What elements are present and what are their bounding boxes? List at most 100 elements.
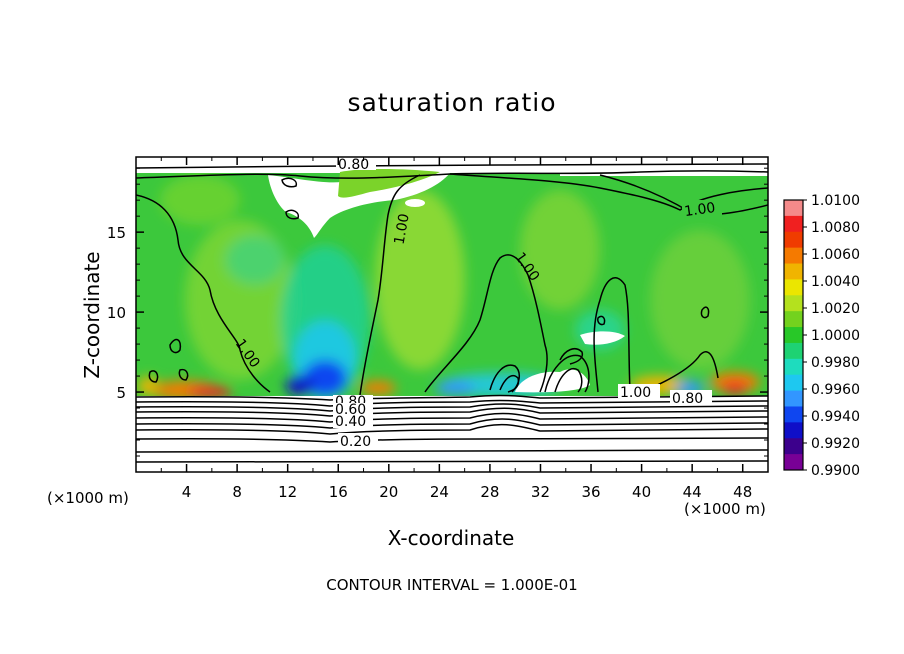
colorbar-tick-label: 1.0060 xyxy=(811,247,860,263)
x-tick-label: 32 xyxy=(531,483,550,501)
contour-label-0.40: 0.40 xyxy=(333,414,373,430)
field-patch-2 xyxy=(375,190,465,370)
colorbar-swatch xyxy=(784,279,803,296)
upper-right-strip xyxy=(560,170,768,176)
contour-small-loop-2 xyxy=(148,370,159,383)
contour-label-text: 0.80 xyxy=(338,157,369,173)
contour-storm-2 xyxy=(499,374,520,393)
lower-stable-layer xyxy=(135,394,769,472)
field-patch-4 xyxy=(650,230,750,370)
colorbar-swatch xyxy=(784,215,803,233)
heatmap-field xyxy=(136,157,768,397)
colorbar-swatch xyxy=(784,200,803,217)
contour-label-1.00-upper-right: 1.00 xyxy=(682,200,722,220)
lower-contour-9 xyxy=(135,449,769,453)
lower-contour-4 xyxy=(135,407,769,417)
colorbar-swatch xyxy=(784,438,803,455)
colorbar-swatch xyxy=(784,327,803,344)
x-axis-unit: (×1000 m) xyxy=(684,500,766,518)
contour-small-loop-3 xyxy=(178,368,189,381)
y-axis: 5 10 15 xyxy=(107,167,768,457)
contour-upper-3 xyxy=(449,173,768,211)
colorbar-tick-label: 1.0080 xyxy=(811,220,860,236)
colorbar-tick-label: 0.9960 xyxy=(811,382,860,398)
x-tick-label: 8 xyxy=(232,483,242,501)
contour-label-0.80-bottom-right: 0.80 xyxy=(670,390,712,407)
white-region-storm xyxy=(515,369,590,393)
contour-label-1.00-bottom-right: 1.00 xyxy=(618,384,660,401)
contour-1.00-right-a xyxy=(424,254,548,393)
contour-label-0.20: 0.20 xyxy=(338,433,378,450)
colorbar-swatch xyxy=(784,311,803,328)
lower-background xyxy=(136,396,768,472)
contour-storm-4 xyxy=(554,368,583,393)
contour-label-1.00-center: 1.00 xyxy=(392,212,413,245)
field-patch-14 xyxy=(188,386,232,397)
colorbar-tick-label: 1.0020 xyxy=(811,301,860,317)
field-patch-10 xyxy=(286,375,314,395)
y-axis-label: Z-coordinate xyxy=(80,251,104,379)
lower-contour-6 xyxy=(135,418,769,429)
field-patch-9 xyxy=(303,360,347,396)
colorbar-swatch xyxy=(784,263,803,280)
white-region-small xyxy=(405,199,425,207)
colorbar-tick-label: 1.0040 xyxy=(811,274,860,290)
contour-label-text: 0.80 xyxy=(672,391,703,407)
contour-label-text: 0.40 xyxy=(335,414,366,430)
x-tick-label: 36 xyxy=(581,483,600,501)
contour-interval-note: CONTOUR INTERVAL = 1.000E-01 xyxy=(326,576,578,594)
x-tick-label: 44 xyxy=(683,483,702,501)
field-patch-7 xyxy=(225,235,285,285)
colorbar-swatch xyxy=(784,342,803,360)
lower-contour-2 xyxy=(135,399,769,407)
y-axis-unit: (×1000 m) xyxy=(47,489,129,507)
lower-contour-10 xyxy=(135,460,769,463)
plot-frame xyxy=(135,156,769,473)
colorbar-tick-label: 1.0000 xyxy=(811,328,860,344)
colorbar-swatch xyxy=(784,358,803,376)
contour-label-text: 0.20 xyxy=(340,434,371,450)
colorbar-swatch xyxy=(784,454,803,471)
contour-small-loop-4 xyxy=(700,306,710,319)
x-tick-label: 40 xyxy=(632,483,651,501)
colorbar-tick-label: 1.0100 xyxy=(811,193,860,209)
field-patch-5 xyxy=(160,175,240,225)
lower-contour-7 xyxy=(135,423,769,435)
contour-storm-5 xyxy=(559,348,584,365)
x-axis: 4 8 12 16 20 24 28 32 36 40 44 48 xyxy=(160,157,752,501)
x-tick-label: 48 xyxy=(733,483,752,501)
contour-label-text: 1.00 xyxy=(392,212,413,245)
contour-1.00-center xyxy=(359,174,421,396)
contour-1.00-right-b xyxy=(593,277,631,393)
x-tick-label: 4 xyxy=(182,483,192,501)
y-tick-label: 5 xyxy=(116,384,126,402)
colorbar-swatch xyxy=(784,231,803,249)
colorbar-swatch xyxy=(784,406,803,423)
y-tick-label: 10 xyxy=(107,304,126,322)
contour-label-text: 1.00 xyxy=(683,200,716,220)
x-tick-label: 12 xyxy=(278,483,297,501)
colorbar-swatch xyxy=(784,390,803,407)
lower-contour-8 xyxy=(135,437,769,443)
contour-small-loop-6 xyxy=(285,209,300,220)
x-tick-label: 28 xyxy=(480,483,499,501)
lower-contour-5 xyxy=(135,412,769,423)
contour-small-loop-7 xyxy=(597,315,606,326)
x-tick-label: 20 xyxy=(379,483,398,501)
colorbar-swatch xyxy=(784,422,803,439)
x-tick-label: 16 xyxy=(329,483,348,501)
colorbar-swatch xyxy=(784,247,803,265)
white-region-upper xyxy=(268,171,450,238)
white-region-mid xyxy=(580,331,625,345)
contour-small-loop-1 xyxy=(169,338,182,354)
y-tick-label: 15 xyxy=(107,224,126,242)
chart-title: saturation ratio xyxy=(347,88,557,117)
field-patch-21 xyxy=(435,381,475,395)
field-patch-19 xyxy=(721,382,749,394)
x-axis-label: X-coordinate xyxy=(387,526,515,550)
field-patch-16 xyxy=(360,381,396,395)
colorbar-swatch xyxy=(784,374,803,392)
colorbar-tick-label: 0.9940 xyxy=(811,409,860,425)
colorbar: 1.0100 1.0080 1.0060 1.0040 1.0020 1.0000 0.99… xyxy=(783,193,860,479)
